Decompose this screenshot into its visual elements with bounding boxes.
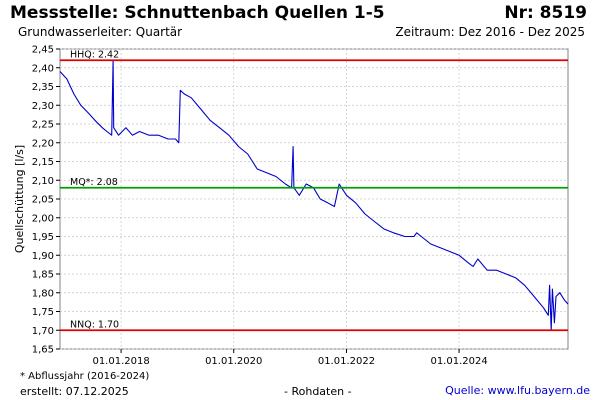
raw-data-note: - Rohdaten - [284,385,352,398]
x-tick-label: 01.01.2022 [318,356,375,367]
y-tick-label: 2,05 [32,195,54,206]
hhq-reference-label: HHQ: 2.42 [70,49,119,60]
y-tick-label: 2,15 [32,157,54,168]
y-tick-label: 2,35 [32,82,54,93]
x-tick-label: 01.01.2018 [92,356,149,367]
y-tick-label: 1,65 [32,345,54,356]
nnq-reference-label: NNQ: 1.70 [70,319,119,330]
x-tick-label: 01.01.2020 [205,356,262,367]
y-tick-label: 2,30 [32,101,54,112]
x-tick-label: 01.01.2024 [430,356,487,367]
mq-reference-label: MQ*: 2.08 [70,177,118,188]
station-number: Nr: 8519 [504,3,587,23]
y-tick-label: 1,95 [32,232,54,243]
y-tick-label: 2,10 [32,176,54,187]
station-title: Messstelle: Schnuttenbach Quellen 1-5 [10,3,385,23]
y-tick-label: 1,70 [32,326,54,337]
y-tick-label: 1,80 [32,288,54,299]
y-tick-label: 1,75 [32,307,54,318]
y-axis-label: Quellschüttung [l/s] [13,145,26,253]
y-tick-label: 2,20 [32,138,54,149]
y-tick-label: 1,90 [32,251,54,262]
y-tick-label: 2,45 [32,45,54,56]
footnote: * Abflussjahr (2016-2024) [20,371,150,382]
y-tick-label: 1,85 [32,270,54,281]
y-tick-label: 2,25 [32,120,54,131]
created-date: erstellt: 07.12.2025 [20,385,129,398]
period-label: Zeitraum: Dez 2016 - Dez 2025 [395,25,585,39]
source-link[interactable]: Quelle: www.lfu.bayern.de [445,384,590,397]
aquifer-label: Grundwasserleiter: Quartär [18,25,183,39]
y-tick-label: 2,00 [32,213,54,224]
y-tick-label: 2,40 [32,63,54,74]
discharge-series-line [59,59,569,331]
